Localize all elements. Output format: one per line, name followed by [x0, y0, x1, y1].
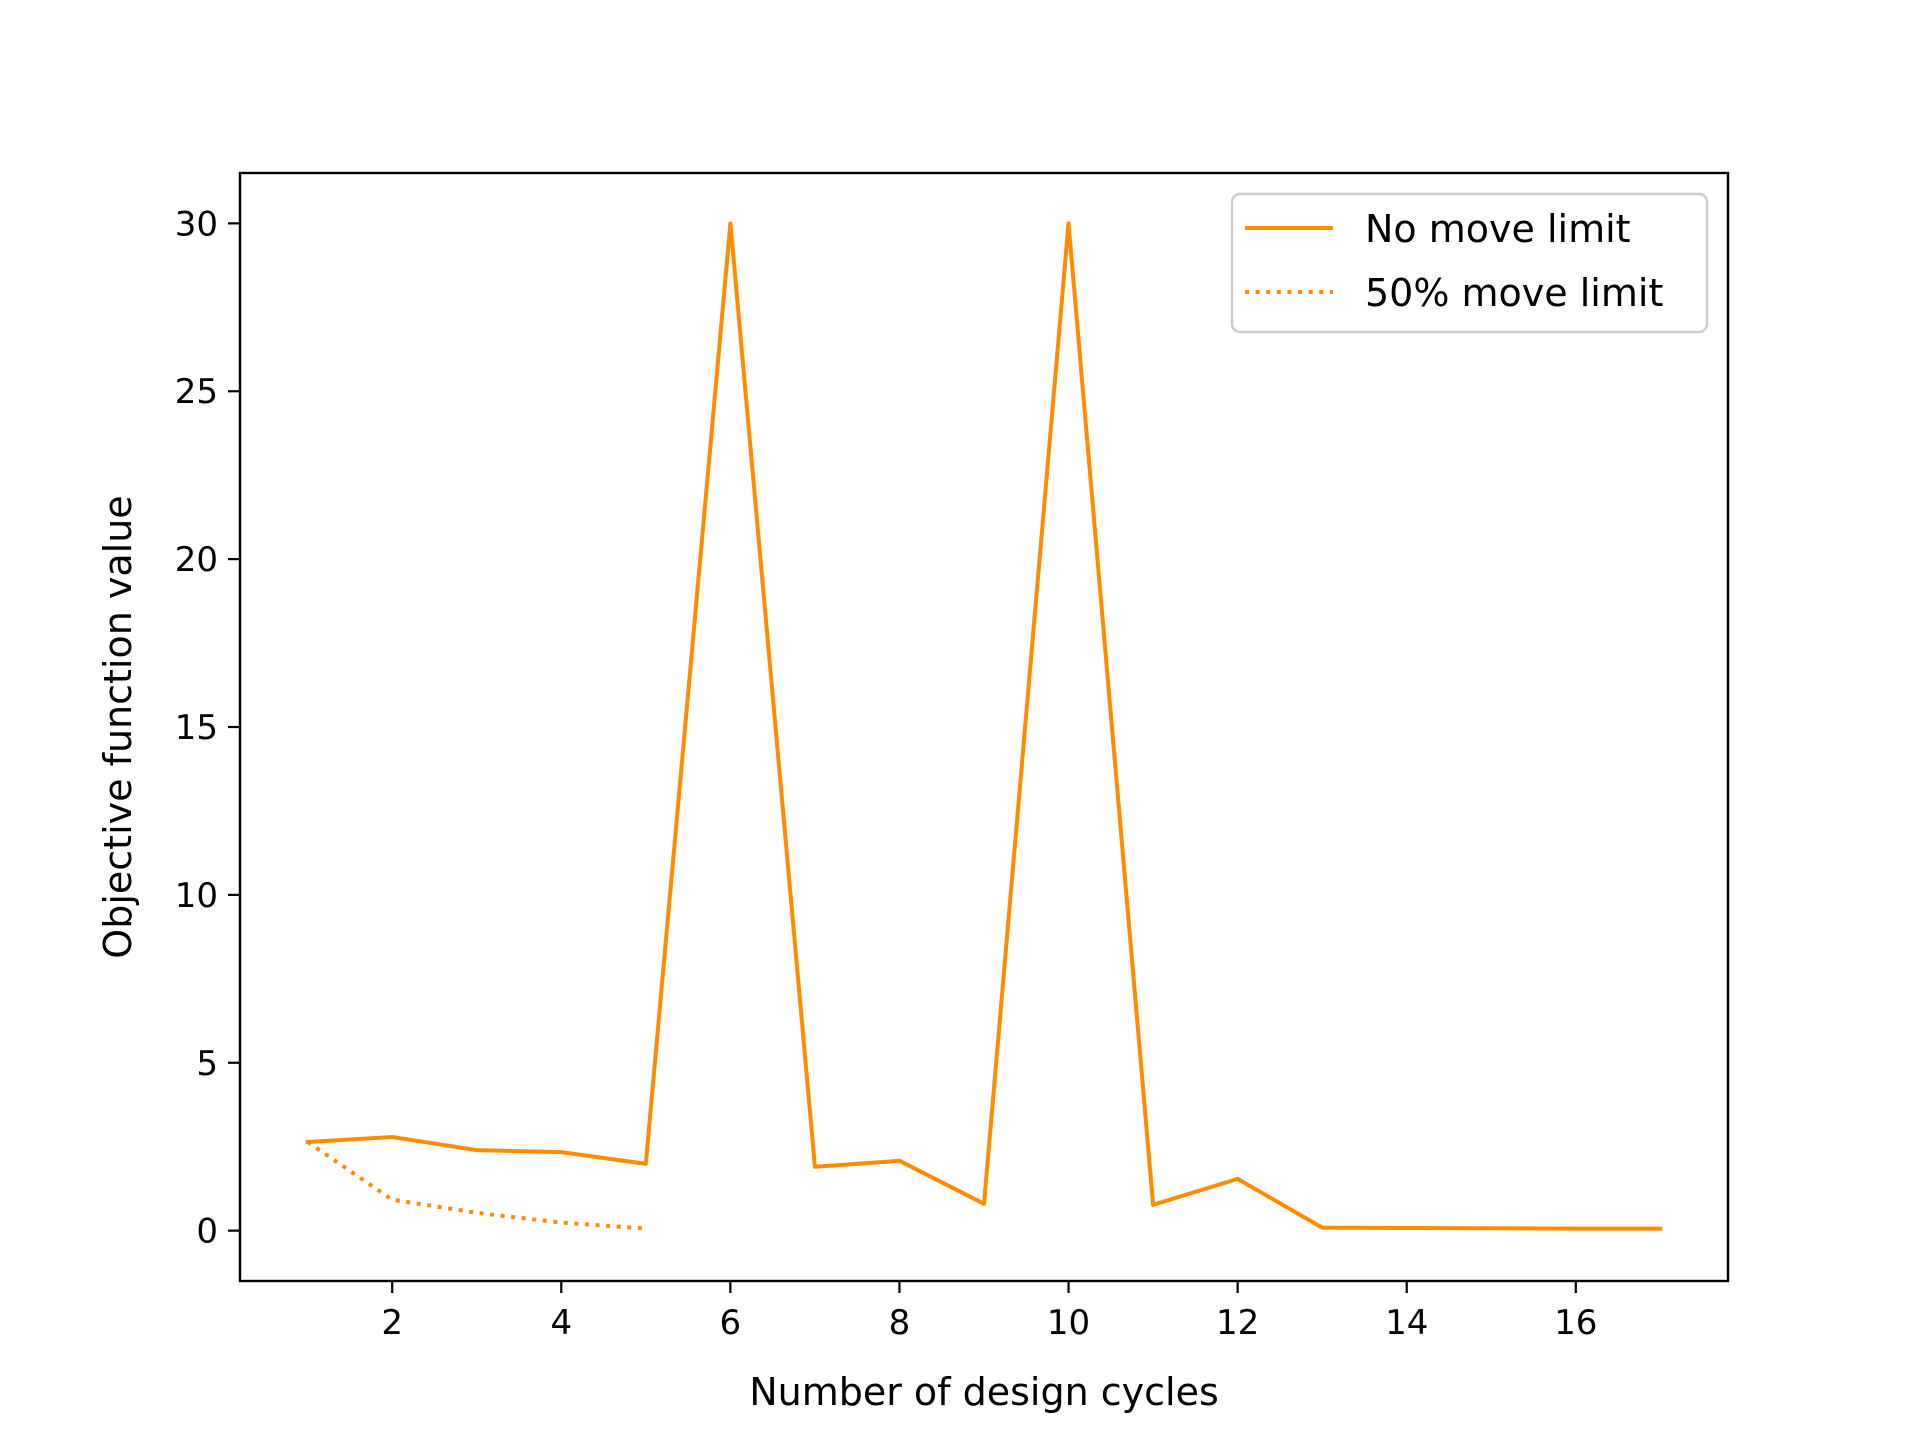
x-tick-label: 4 — [550, 1303, 572, 1343]
x-axis: 2 4 6 8 10 12 14 16 — [381, 1281, 1597, 1343]
legend-label-50-move-limit: 50% move limit — [1365, 271, 1663, 315]
y-tick-label: 30 — [175, 204, 218, 244]
x-tick-label: 16 — [1554, 1303, 1597, 1343]
y-tick-label: 0 — [196, 1212, 218, 1252]
x-tick-label: 12 — [1216, 1303, 1259, 1343]
legend: No move limit 50% move limit — [1230, 192, 1709, 334]
y-axis: 0 5 10 15 20 25 30 — [175, 204, 240, 1252]
legend-box — [1230, 192, 1709, 334]
y-tick-label: 10 — [175, 876, 218, 916]
plot-area — [305, 221, 1663, 1231]
y-axis-label: Objective function value — [96, 495, 140, 958]
x-tick-label: 10 — [1047, 1303, 1090, 1343]
y-tick-label: 5 — [196, 1044, 218, 1084]
x-axis-label: Number of design cycles — [749, 1370, 1219, 1414]
legend-label-no-move-limit: No move limit — [1365, 207, 1631, 251]
x-tick-label: 6 — [720, 1303, 742, 1343]
y-tick-label: 25 — [175, 372, 218, 412]
x-tick-label: 8 — [889, 1303, 911, 1343]
series-line-0 — [305, 221, 1663, 1231]
y-tick-label: 20 — [175, 540, 218, 580]
y-tick-label: 15 — [175, 708, 218, 748]
x-tick-label: 14 — [1385, 1303, 1428, 1343]
x-tick-label: 2 — [381, 1303, 403, 1343]
